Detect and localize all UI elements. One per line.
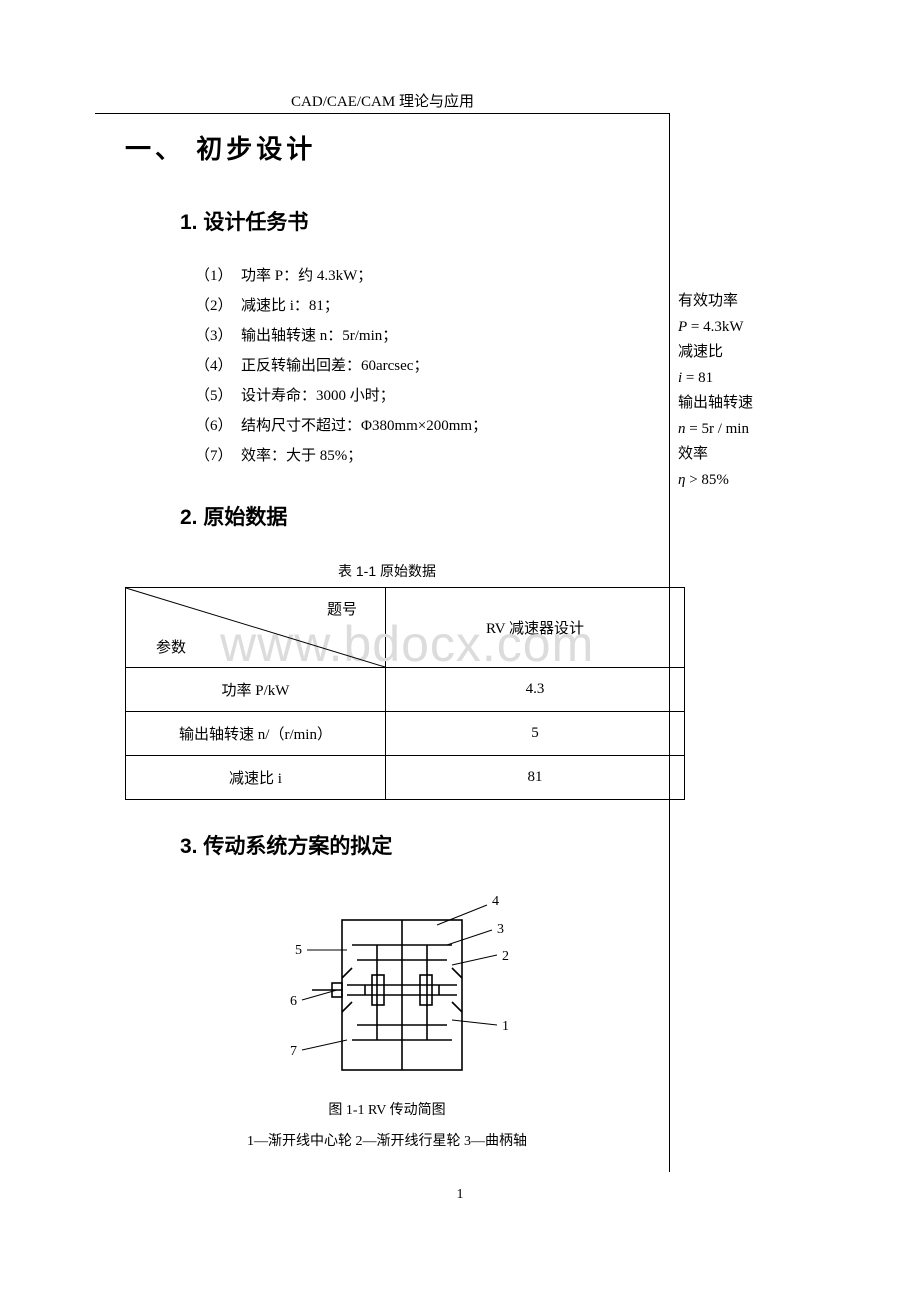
- svg-text:1: 1: [502, 1019, 509, 1034]
- side-label: 有效功率: [678, 289, 825, 315]
- list-item: （2） 减速比 i：81；: [195, 291, 649, 321]
- figure-diagram: 4 3 2 1 5 6 7 图 1-1 RV 传动简图 1—渐开线中心轮 2—渐…: [125, 890, 649, 1152]
- svg-text:7: 7: [290, 1044, 297, 1059]
- side-column: 有效功率 P = 4.3kW 减速比 i = 81 输出轴转速 n = 5r /…: [670, 114, 825, 1172]
- list-text: 设计寿命：3000 小时；: [241, 381, 395, 411]
- list-item: （5） 设计寿命：3000 小时；: [195, 381, 649, 411]
- list-text: 功率 P：约 4.3kW；: [241, 261, 372, 291]
- section-1-title: 1. 设计任务书: [180, 206, 649, 236]
- diagonal-bottom-label: 参数: [156, 636, 186, 657]
- list-number: （3）: [195, 321, 241, 351]
- table-row-value: 5: [386, 712, 685, 756]
- table-row-value: 4.3: [386, 668, 685, 712]
- data-table: 题号 参数 RV 减速器设计 功率 P/kW 4.3 输出轴转速 n/（r/mi…: [125, 587, 685, 800]
- list-item: （7） 效率：大于 85%；: [195, 441, 649, 471]
- svg-text:3: 3: [497, 922, 504, 937]
- table-row-label: 减速比 i: [126, 756, 386, 800]
- page-header: CAD/CAE/CAM 理论与应用: [95, 90, 670, 114]
- section-3-title: 3. 传动系统方案的拟定: [180, 830, 649, 860]
- side-formula: n = 5r / min: [678, 417, 825, 443]
- table-caption: 表 1-1 原始数据: [125, 561, 649, 581]
- side-label: 输出轴转速: [678, 391, 825, 417]
- list-item: （6） 结构尺寸不超过：Φ380mm×200mm；: [195, 411, 649, 441]
- svg-text:4: 4: [492, 894, 499, 909]
- list-number: （7）: [195, 441, 241, 471]
- side-formula: η > 85%: [678, 468, 825, 494]
- heading-1: 一、 初步设计: [125, 129, 649, 166]
- table-column-header: RV 减速器设计: [386, 588, 685, 668]
- list-item: （3） 输出轴转速 n：5r/min；: [195, 321, 649, 351]
- list-item: （4） 正反转输出回差：60arcsec；: [195, 351, 649, 381]
- list-text: 正反转输出回差：60arcsec；: [241, 351, 428, 381]
- list-text: 减速比 i：81；: [241, 291, 339, 321]
- transmission-diagram-icon: 4 3 2 1 5 6 7: [237, 890, 537, 1090]
- list-number: （6）: [195, 411, 241, 441]
- list-number: （2）: [195, 291, 241, 321]
- requirements-list: （1） 功率 P：约 4.3kW； （2） 减速比 i：81； （3） 输出轴转…: [195, 261, 649, 471]
- table-row-value: 81: [386, 756, 685, 800]
- list-text: 结构尺寸不超过：Φ380mm×200mm；: [241, 411, 487, 441]
- diagonal-top-label: 题号: [327, 598, 357, 619]
- side-formula: i = 81: [678, 366, 825, 392]
- section-2-title: 2. 原始数据: [180, 501, 649, 531]
- side-label: 效率: [678, 442, 825, 468]
- page-number: 1: [95, 1187, 825, 1203]
- svg-text:2: 2: [502, 949, 509, 964]
- side-formula: P = 4.3kW: [678, 315, 825, 341]
- list-number: （1）: [195, 261, 241, 291]
- table-diagonal-cell: 题号 参数: [126, 588, 386, 668]
- table-row-label: 功率 P/kW: [126, 668, 386, 712]
- list-number: （5）: [195, 381, 241, 411]
- side-label: 减速比: [678, 340, 825, 366]
- list-item: （1） 功率 P：约 4.3kW；: [195, 261, 649, 291]
- figure-caption-1: 图 1-1 RV 传动简图: [125, 1100, 649, 1121]
- svg-text:6: 6: [290, 994, 297, 1009]
- svg-text:5: 5: [295, 943, 302, 958]
- list-text: 效率：大于 85%；: [241, 441, 362, 471]
- main-column: 一、 初步设计 1. 设计任务书 （1） 功率 P：约 4.3kW； （2） 减…: [95, 114, 670, 1172]
- list-number: （4）: [195, 351, 241, 381]
- table-row-label: 输出轴转速 n/（r/min）: [126, 712, 386, 756]
- content-wrapper: 一、 初步设计 1. 设计任务书 （1） 功率 P：约 4.3kW； （2） 减…: [95, 114, 825, 1172]
- list-text: 输出轴转速 n：5r/min；: [241, 321, 397, 351]
- figure-caption-2: 1—渐开线中心轮 2—渐开线行星轮 3—曲柄轴: [125, 1131, 649, 1152]
